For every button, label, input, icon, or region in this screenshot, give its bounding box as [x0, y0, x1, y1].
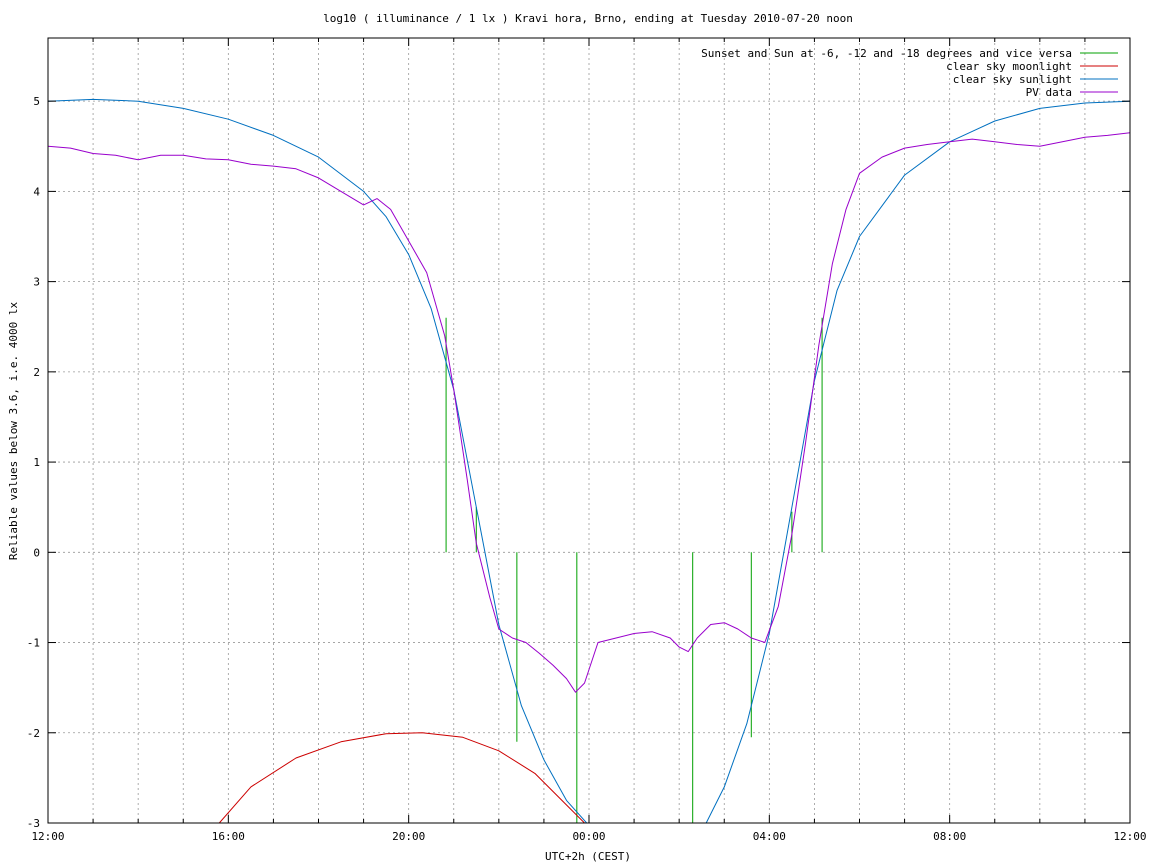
x-axis-label: UTC+2h (CEST): [545, 850, 631, 863]
legend: Sunset and Sun at -6, -12 and -18 degree…: [701, 47, 1118, 99]
y-axis-label: Reliable values below 3.6, i.e. 4000 lx: [7, 301, 20, 560]
y-tick-label: 1: [33, 456, 40, 469]
y-tick-label: 5: [33, 95, 40, 108]
x-tick-label: 20:00: [392, 830, 425, 843]
legend-label: clear sky moonlight: [946, 60, 1072, 73]
series-layer: [48, 98, 1130, 823]
series-line-clear-sky-moonlight: [218, 732, 585, 823]
chart-title: log10 ( illuminance / 1 lx ) Kravi hora,…: [323, 12, 853, 25]
legend-label: Sunset and Sun at -6, -12 and -18 degree…: [701, 47, 1072, 60]
x-tick-label: 04:00: [753, 830, 786, 843]
y-tick-label: -3: [27, 817, 40, 830]
grid: [48, 38, 1130, 823]
legend-label: clear sky sunlight: [953, 73, 1072, 86]
x-tick-label: 16:00: [212, 830, 245, 843]
x-tick-label: 12:00: [31, 830, 64, 843]
x-tick-label: 08:00: [933, 830, 966, 843]
y-tick-label: 4: [33, 185, 40, 198]
axis-labels: 12:00 16:00 20:00 00:00 04:00 08:00 12:00-3-2-…: [27, 95, 1147, 843]
y-tick-label: -2: [27, 727, 40, 740]
series-clip: [48, 98, 1130, 823]
x-tick-label: 12:00: [1113, 830, 1146, 843]
y-tick-label: 0: [33, 546, 40, 559]
legend-label: PV data: [1026, 86, 1072, 99]
series-line-clear-sky-sunlight: [48, 98, 1130, 823]
y-tick-label: 2: [33, 366, 40, 379]
y-tick-label: -1: [27, 637, 40, 650]
ticks: [47, 38, 1131, 824]
x-tick-label: 00:00: [572, 830, 605, 843]
series-line-pv-data: [48, 132, 1130, 693]
y-tick-label: 3: [33, 276, 40, 289]
